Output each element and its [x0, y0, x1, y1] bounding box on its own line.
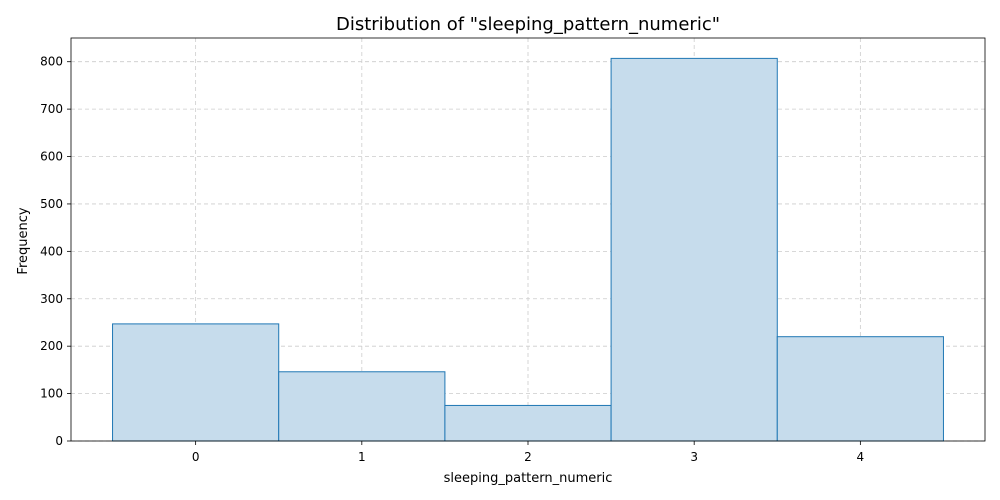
x-tick-label: 4 — [857, 450, 865, 464]
x-tick-label: 0 — [192, 450, 200, 464]
x-tick-label: 1 — [358, 450, 366, 464]
y-tick-label: 400 — [40, 244, 63, 258]
y-tick-label: 100 — [40, 387, 63, 401]
y-tick-label: 500 — [40, 197, 63, 211]
y-axis-label: Frequency — [16, 207, 31, 274]
y-tick-label: 0 — [55, 434, 63, 448]
y-tick-label: 600 — [40, 150, 63, 164]
x-tick-label: 3 — [690, 450, 698, 464]
y-tick-label: 700 — [40, 102, 63, 116]
histogram-bar — [278, 371, 446, 442]
ticks-layer: 0 100 200 300 400 500 600 700 800 0 1 2 3 4 — [40, 55, 864, 464]
histogram-bar — [112, 323, 280, 442]
histogram-bar — [444, 404, 612, 442]
x-tick-label: 2 — [524, 450, 532, 464]
bars-layer — [112, 57, 944, 442]
histogram-bar — [610, 57, 778, 442]
chart-title: Distribution of "sleeping_pattern_numeri… — [336, 14, 720, 35]
y-tick-label: 200 — [40, 339, 63, 353]
x-axis-label: sleeping_pattern_numeric — [444, 471, 613, 486]
y-tick-label: 300 — [40, 292, 63, 306]
histogram-bar — [776, 336, 944, 442]
y-tick-label: 800 — [40, 55, 63, 69]
